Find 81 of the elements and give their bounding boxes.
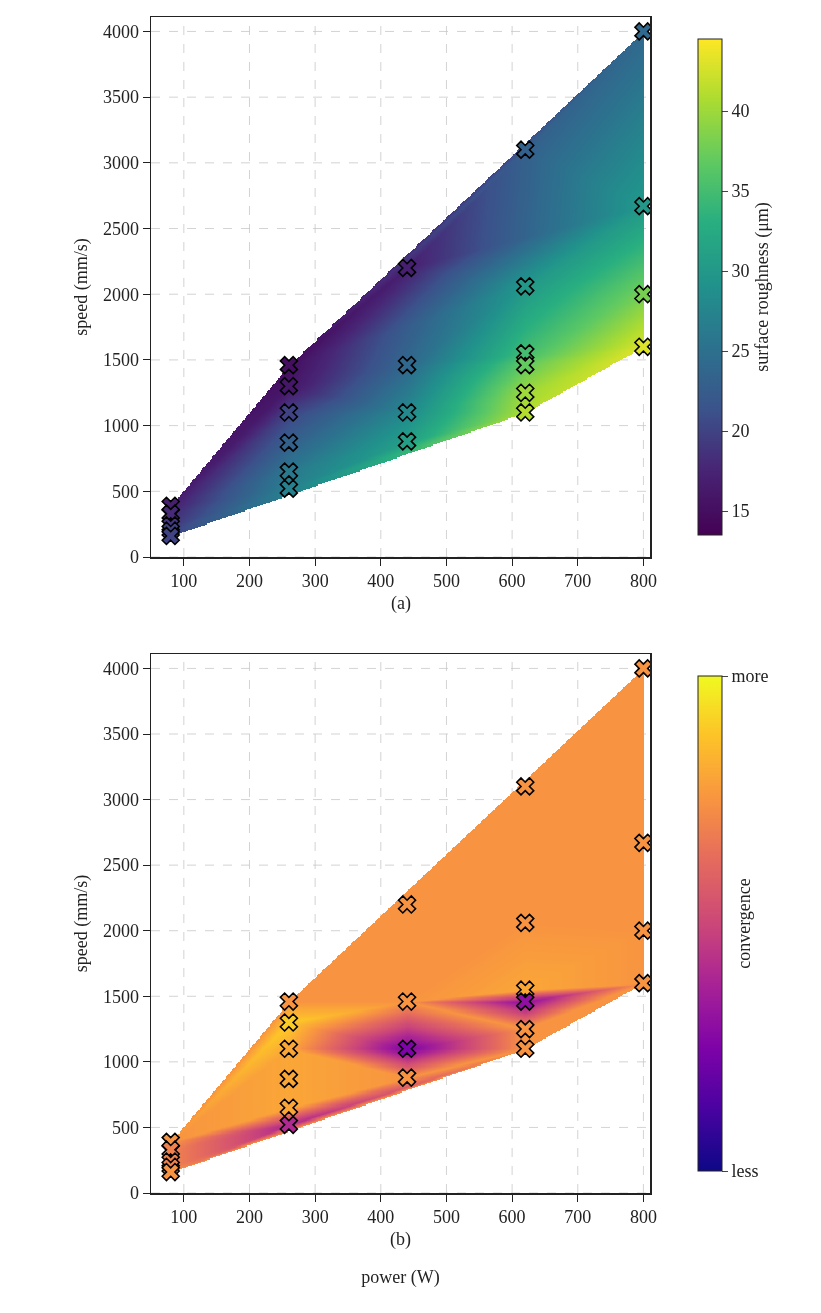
y-tick-label: 2500 [102, 218, 139, 239]
point [515, 277, 535, 296]
y-axis-title: speed (mm/s) [71, 874, 93, 973]
point [397, 1039, 417, 1059]
y-tick-label: 0 [129, 1183, 139, 1204]
point [397, 992, 417, 1011]
point [515, 403, 535, 422]
y-tick-label: 0 [129, 547, 139, 568]
x-tick-label: 700 [564, 1207, 592, 1228]
point [515, 777, 535, 796]
x-tick-label: 700 [564, 571, 592, 592]
x-tick-label: 200 [235, 1207, 263, 1228]
y-axis-title: speed (mm/s) [71, 238, 93, 336]
y-tick-label: 2500 [102, 855, 139, 876]
point [279, 1098, 299, 1118]
color-bar-label: 30 [731, 261, 750, 282]
y-tick-label: 1500 [102, 986, 139, 1007]
point [279, 433, 299, 452]
y-tick-label: 4000 [102, 658, 139, 679]
point [279, 462, 299, 481]
point [397, 1068, 417, 1087]
point [397, 895, 417, 914]
color-bar-label: 15 [731, 501, 750, 522]
y-tick-label: 3000 [102, 153, 139, 174]
point [397, 355, 417, 375]
point [515, 355, 535, 375]
point [515, 1019, 535, 1039]
color-bar-title: surface roughness (μm) [751, 202, 773, 372]
point [397, 432, 417, 451]
color-bar-label: 40 [731, 101, 750, 122]
y-tick-label: 2000 [102, 921, 139, 942]
point [279, 1115, 299, 1135]
text: (a) [391, 593, 411, 614]
y-tick-label: 500 [111, 1117, 139, 1138]
point [515, 913, 535, 933]
x-tick-label: 100 [170, 1207, 198, 1228]
y-tick-label: 2000 [102, 284, 139, 305]
color-bar-label: 25 [731, 341, 750, 362]
point [279, 479, 299, 498]
x-tick-label: 400 [367, 1207, 395, 1228]
color-bar-label: 20 [731, 421, 750, 442]
color-bar-label: less [731, 1161, 759, 1182]
y-tick-label: 1500 [102, 350, 139, 371]
point [397, 258, 417, 278]
y-tick-label: 3500 [102, 87, 139, 108]
y-tick-label: 3500 [102, 724, 139, 745]
point [515, 1039, 535, 1059]
x-tick-label: 500 [432, 571, 460, 592]
color-bar-label: 35 [731, 181, 750, 202]
point [279, 355, 299, 375]
point [515, 140, 535, 159]
point [279, 376, 299, 396]
x-tick-label: 200 [235, 571, 263, 592]
color-bar-label: more [731, 666, 769, 687]
x-tick-label: 800 [629, 1207, 657, 1228]
y-tick-label: 4000 [102, 21, 139, 42]
color-bar-title: convergence [733, 878, 754, 969]
x-axis-title: power (W) [361, 1266, 440, 1288]
y-tick-label: 1000 [102, 1052, 139, 1073]
x-tick-label: 600 [498, 1207, 526, 1228]
x-tick-label: 300 [301, 571, 329, 592]
x-tick-label: 400 [367, 571, 395, 592]
y-tick-label: 3000 [102, 789, 139, 810]
point [515, 383, 535, 403]
point [279, 1069, 299, 1089]
point [161, 1162, 180, 1182]
x-tick-label: 800 [629, 571, 657, 592]
point [279, 403, 299, 422]
point [161, 526, 180, 546]
point [397, 403, 417, 422]
point [279, 1039, 299, 1059]
point [515, 992, 535, 1011]
text: (b) [390, 1229, 411, 1250]
x-tick-label: 500 [432, 1207, 460, 1228]
x-tick-label: 600 [498, 571, 526, 592]
point [279, 992, 299, 1011]
point [279, 1013, 299, 1032]
x-tick-label: 300 [301, 1207, 329, 1228]
x-tick-label: 100 [170, 571, 198, 592]
y-tick-label: 1000 [102, 415, 139, 436]
y-tick-label: 500 [111, 481, 139, 502]
